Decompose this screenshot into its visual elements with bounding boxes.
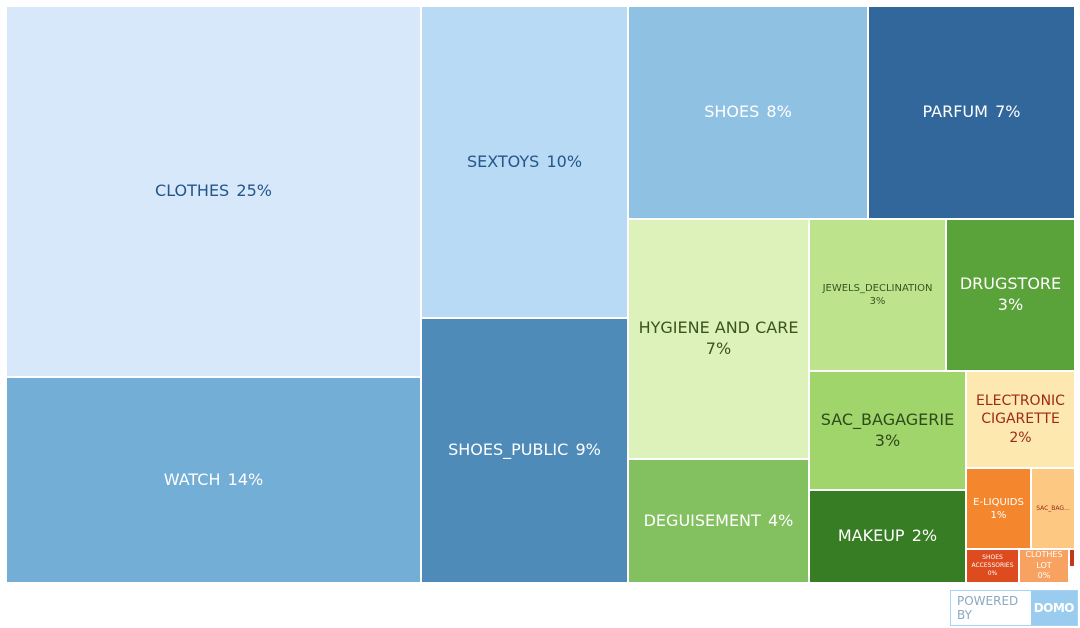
tile[interactable]: SHOES_PUBLIC 9% (421, 318, 628, 583)
tile-label (1070, 556, 1074, 560)
value-label: 0% (1037, 571, 1051, 581)
tile[interactable]: ELECTRONIC CIGARETTE 2% (966, 371, 1075, 468)
brand: DOMO (1030, 591, 1077, 625)
value-label: 10% (546, 151, 583, 171)
value-label: 0% (987, 569, 998, 577)
tile-label: CLOTHES 25% (151, 179, 276, 204)
tile-label: DEGUISEMENT 4% (640, 509, 798, 534)
powered-by-badge[interactable]: POWERED BY DOMO (950, 590, 1078, 626)
tile[interactable]: MAKEUP 2% (809, 490, 966, 583)
category-label: SHOES_PUBLIC (448, 440, 569, 460)
tile-label: PARFUM 7% (919, 100, 1025, 125)
tile[interactable] (1069, 549, 1075, 567)
category-label: DEGUISEMENT (643, 510, 761, 530)
category-label: DRUGSTORE (959, 274, 1062, 294)
tile-label: HYGIENE AND CARE 7% (635, 316, 803, 362)
tile-label: SHOES 8% (700, 100, 796, 125)
value-label: 2% (911, 526, 938, 546)
tile-label: DRUGSTORE 3% (956, 272, 1065, 318)
tile-label: SHOES_PUBLIC 9% (444, 438, 605, 463)
value-label: 3% (869, 296, 886, 307)
tile[interactable]: WATCH 14% (6, 377, 421, 583)
tile-label: E-LIQUIDS 1% (969, 494, 1028, 524)
tile-label: CLOTHES LOT 0% (1020, 550, 1068, 582)
value-label: 1% (990, 509, 1007, 521)
value-label: 4% (767, 510, 794, 530)
value-label: 3% (997, 295, 1024, 314)
value-label: 14% (227, 469, 264, 489)
value-label: 2% (1009, 429, 1032, 446)
tile[interactable]: DEGUISEMENT 4% (628, 459, 809, 583)
tile-label: ELECTRONIC CIGARETTE 2% (967, 390, 1074, 449)
category-label: E-LIQUIDS (973, 496, 1024, 508)
tile[interactable]: CLOTHES LOT 0% (1019, 549, 1069, 583)
category-label: SHOES (704, 102, 760, 122)
tile[interactable]: E-LIQUIDS 1% (966, 468, 1031, 549)
category-label: JEWELS_DECLINATION (822, 283, 933, 294)
category-label: CLOTHES LOT (1025, 550, 1063, 570)
value-label: 25% (236, 181, 272, 201)
category-label: HYGIENE AND CARE (638, 318, 799, 338)
category-label: ELECTRONIC CIGARETTE (976, 393, 1065, 428)
tile-label: WATCH 14% (160, 468, 267, 493)
category-label: SHOES ACCESSORIES (971, 554, 1014, 570)
tile[interactable]: SAC_BAG... (1031, 468, 1075, 549)
tile-label: SAC_BAGAGERIE 3% (817, 408, 958, 454)
value-label: 9% (575, 440, 601, 460)
value-label: 8% (766, 102, 792, 122)
powered-by: POWERED BY (957, 594, 1019, 622)
category-label: CLOTHES (155, 181, 230, 201)
value-label: 3% (874, 430, 901, 450)
category-label: SEXTOYS (466, 151, 540, 171)
tile[interactable]: SAC_BAGAGERIE 3% (809, 371, 966, 490)
tile[interactable]: SHOES 8% (628, 6, 868, 219)
tile-label: JEWELS_DECLINATION 3% (819, 280, 937, 310)
value-label: 7% (995, 102, 1021, 122)
tile[interactable]: JEWELS_DECLINATION 3% (809, 219, 946, 371)
tile-label: SAC_BAG... (1032, 503, 1074, 515)
tile[interactable]: CLOTHES 25% (6, 6, 421, 377)
category-label: SAC_BAGAGERIE (820, 409, 955, 429)
value-label: 7% (705, 339, 732, 358)
tile-label: SHOES ACCESSORIES 0% (967, 552, 1018, 579)
tile[interactable]: SEXTOYS 10% (421, 6, 628, 318)
tile[interactable]: SHOES ACCESSORIES 0% (966, 549, 1019, 583)
category-label: WATCH (163, 469, 221, 489)
tile[interactable]: HYGIENE AND CARE 7% (628, 219, 809, 459)
category-label: SAC_BAG... (1036, 504, 1070, 512)
category-label: MAKEUP (837, 526, 905, 546)
tile[interactable]: PARFUM 7% (868, 6, 1075, 219)
category-label: PARFUM (922, 102, 988, 122)
tile-label: SEXTOYS 10% (463, 150, 586, 175)
tile[interactable]: DRUGSTORE 3% (946, 219, 1075, 371)
tile-label: MAKEUP 2% (834, 524, 941, 549)
